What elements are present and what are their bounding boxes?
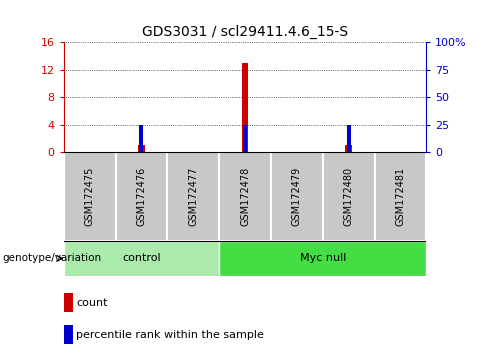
Bar bbox=[219, 152, 271, 241]
Text: GSM172480: GSM172480 bbox=[343, 167, 354, 226]
Text: GSM172477: GSM172477 bbox=[188, 167, 198, 226]
Bar bbox=[242, 63, 248, 152]
Bar bbox=[64, 325, 73, 344]
Text: Myc null: Myc null bbox=[299, 253, 346, 263]
Bar bbox=[243, 125, 247, 152]
Text: GSM172481: GSM172481 bbox=[395, 167, 405, 226]
Bar bbox=[167, 152, 219, 241]
Text: count: count bbox=[76, 298, 108, 308]
Bar bbox=[346, 125, 351, 152]
Bar bbox=[374, 152, 426, 241]
Bar bbox=[116, 152, 167, 241]
Title: GDS3031 / scl29411.4.6_15-S: GDS3031 / scl29411.4.6_15-S bbox=[142, 24, 348, 39]
Text: GSM172476: GSM172476 bbox=[136, 167, 147, 226]
Bar bbox=[323, 152, 374, 241]
Bar bbox=[219, 241, 426, 276]
Bar bbox=[139, 125, 144, 152]
Bar bbox=[64, 241, 219, 276]
Text: GSM172479: GSM172479 bbox=[292, 167, 302, 226]
Bar bbox=[64, 293, 73, 312]
Bar bbox=[271, 152, 323, 241]
Bar bbox=[138, 145, 145, 152]
Bar bbox=[345, 145, 352, 152]
Text: control: control bbox=[122, 253, 161, 263]
Text: GSM172475: GSM172475 bbox=[85, 167, 95, 226]
Text: genotype/variation: genotype/variation bbox=[2, 253, 101, 263]
Bar bbox=[64, 152, 116, 241]
Text: GSM172478: GSM172478 bbox=[240, 167, 250, 226]
Text: percentile rank within the sample: percentile rank within the sample bbox=[76, 330, 264, 339]
